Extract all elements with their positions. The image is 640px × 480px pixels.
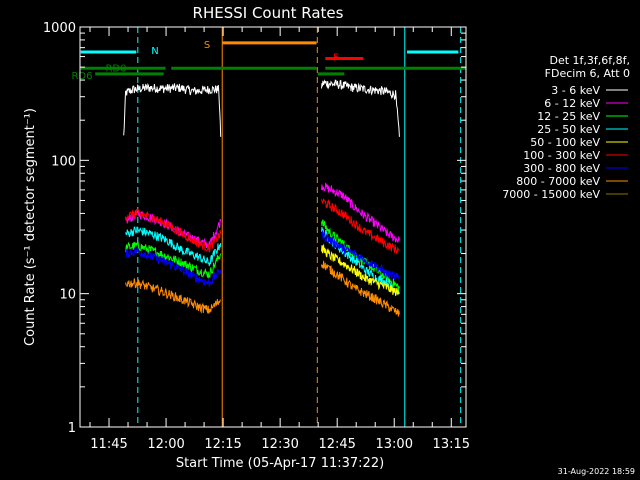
chart-title: RHESSI Count Rates <box>193 4 344 22</box>
flag-label-s: S <box>204 40 210 51</box>
series-line-0-1 <box>321 79 400 137</box>
series-line-3-0 <box>125 226 222 267</box>
legend-label: 800 - 7000 keV <box>516 175 600 188</box>
legend-header-line: Det 1f,3f,6f,8f, <box>549 54 630 67</box>
x-axis-label: Start Time (05-Apr-17 11:37:22) <box>176 456 384 471</box>
flag-label-rd6: RD6 <box>71 71 92 82</box>
y-axis-label: Count Rate (s⁻¹ detector segment⁻¹) <box>23 108 38 346</box>
x-tick-label: 13:00 <box>376 437 413 452</box>
series-line-7-0 <box>125 278 221 315</box>
flag-label-n: N <box>151 46 158 57</box>
x-tick-label: 12:15 <box>204 437 241 452</box>
x-tick-label: 11:45 <box>90 437 127 452</box>
legend-label: 12 - 25 keV <box>537 110 600 123</box>
series-line-4-0 <box>321 243 400 296</box>
legend-label: 50 - 100 keV <box>530 136 600 149</box>
series-line-5-0 <box>125 207 222 253</box>
legend-header-line: FDecim 6, Att 0 <box>545 67 630 80</box>
x-tick-label: 12:45 <box>318 437 355 452</box>
series-line-6-0 <box>125 246 222 288</box>
legend-label: 6 - 12 keV <box>544 97 600 110</box>
y-tick-label: 1 <box>68 421 76 436</box>
x-tick-label: 12:30 <box>261 437 298 452</box>
legend: Det 1f,3f,6f,8f,FDecim 6, Att 0 3 - 6 keV… <box>502 54 630 201</box>
plot-frame <box>79 26 467 428</box>
series-line-5-1 <box>321 198 400 255</box>
x-tick-label: 13:15 <box>433 437 470 452</box>
timestamp-footer: 31-Aug-2022 18:59 <box>558 467 635 476</box>
series-line-7-1 <box>321 260 400 317</box>
legend-label: 3 - 6 keV <box>551 84 600 97</box>
y-tick-label: 1000 <box>43 21 76 36</box>
flag-label-rd0: RD0 <box>105 63 126 74</box>
plot-area: N S F RD0 RD6 <box>71 27 466 427</box>
series-line-0-0 <box>123 82 222 137</box>
axes: 1 10 100 1000 11:45 12:00 12:15 12:30 12:45 13:00… <box>43 21 470 452</box>
y-tick-label: 10 <box>59 288 76 303</box>
legend-label: 25 - 50 keV <box>537 123 600 136</box>
legend-label: 100 - 300 keV <box>523 149 600 162</box>
flag-label-f: F <box>333 53 339 64</box>
series-line-6-1 <box>321 230 400 281</box>
legend-label: 300 - 800 keV <box>523 162 600 175</box>
series-line-1-1 <box>321 182 400 243</box>
x-tick-label: 12:00 <box>147 437 184 452</box>
legend-label: 7000 - 15000 keV <box>502 188 600 201</box>
series-line-2-0 <box>125 239 222 279</box>
y-tick-label: 100 <box>51 154 76 169</box>
